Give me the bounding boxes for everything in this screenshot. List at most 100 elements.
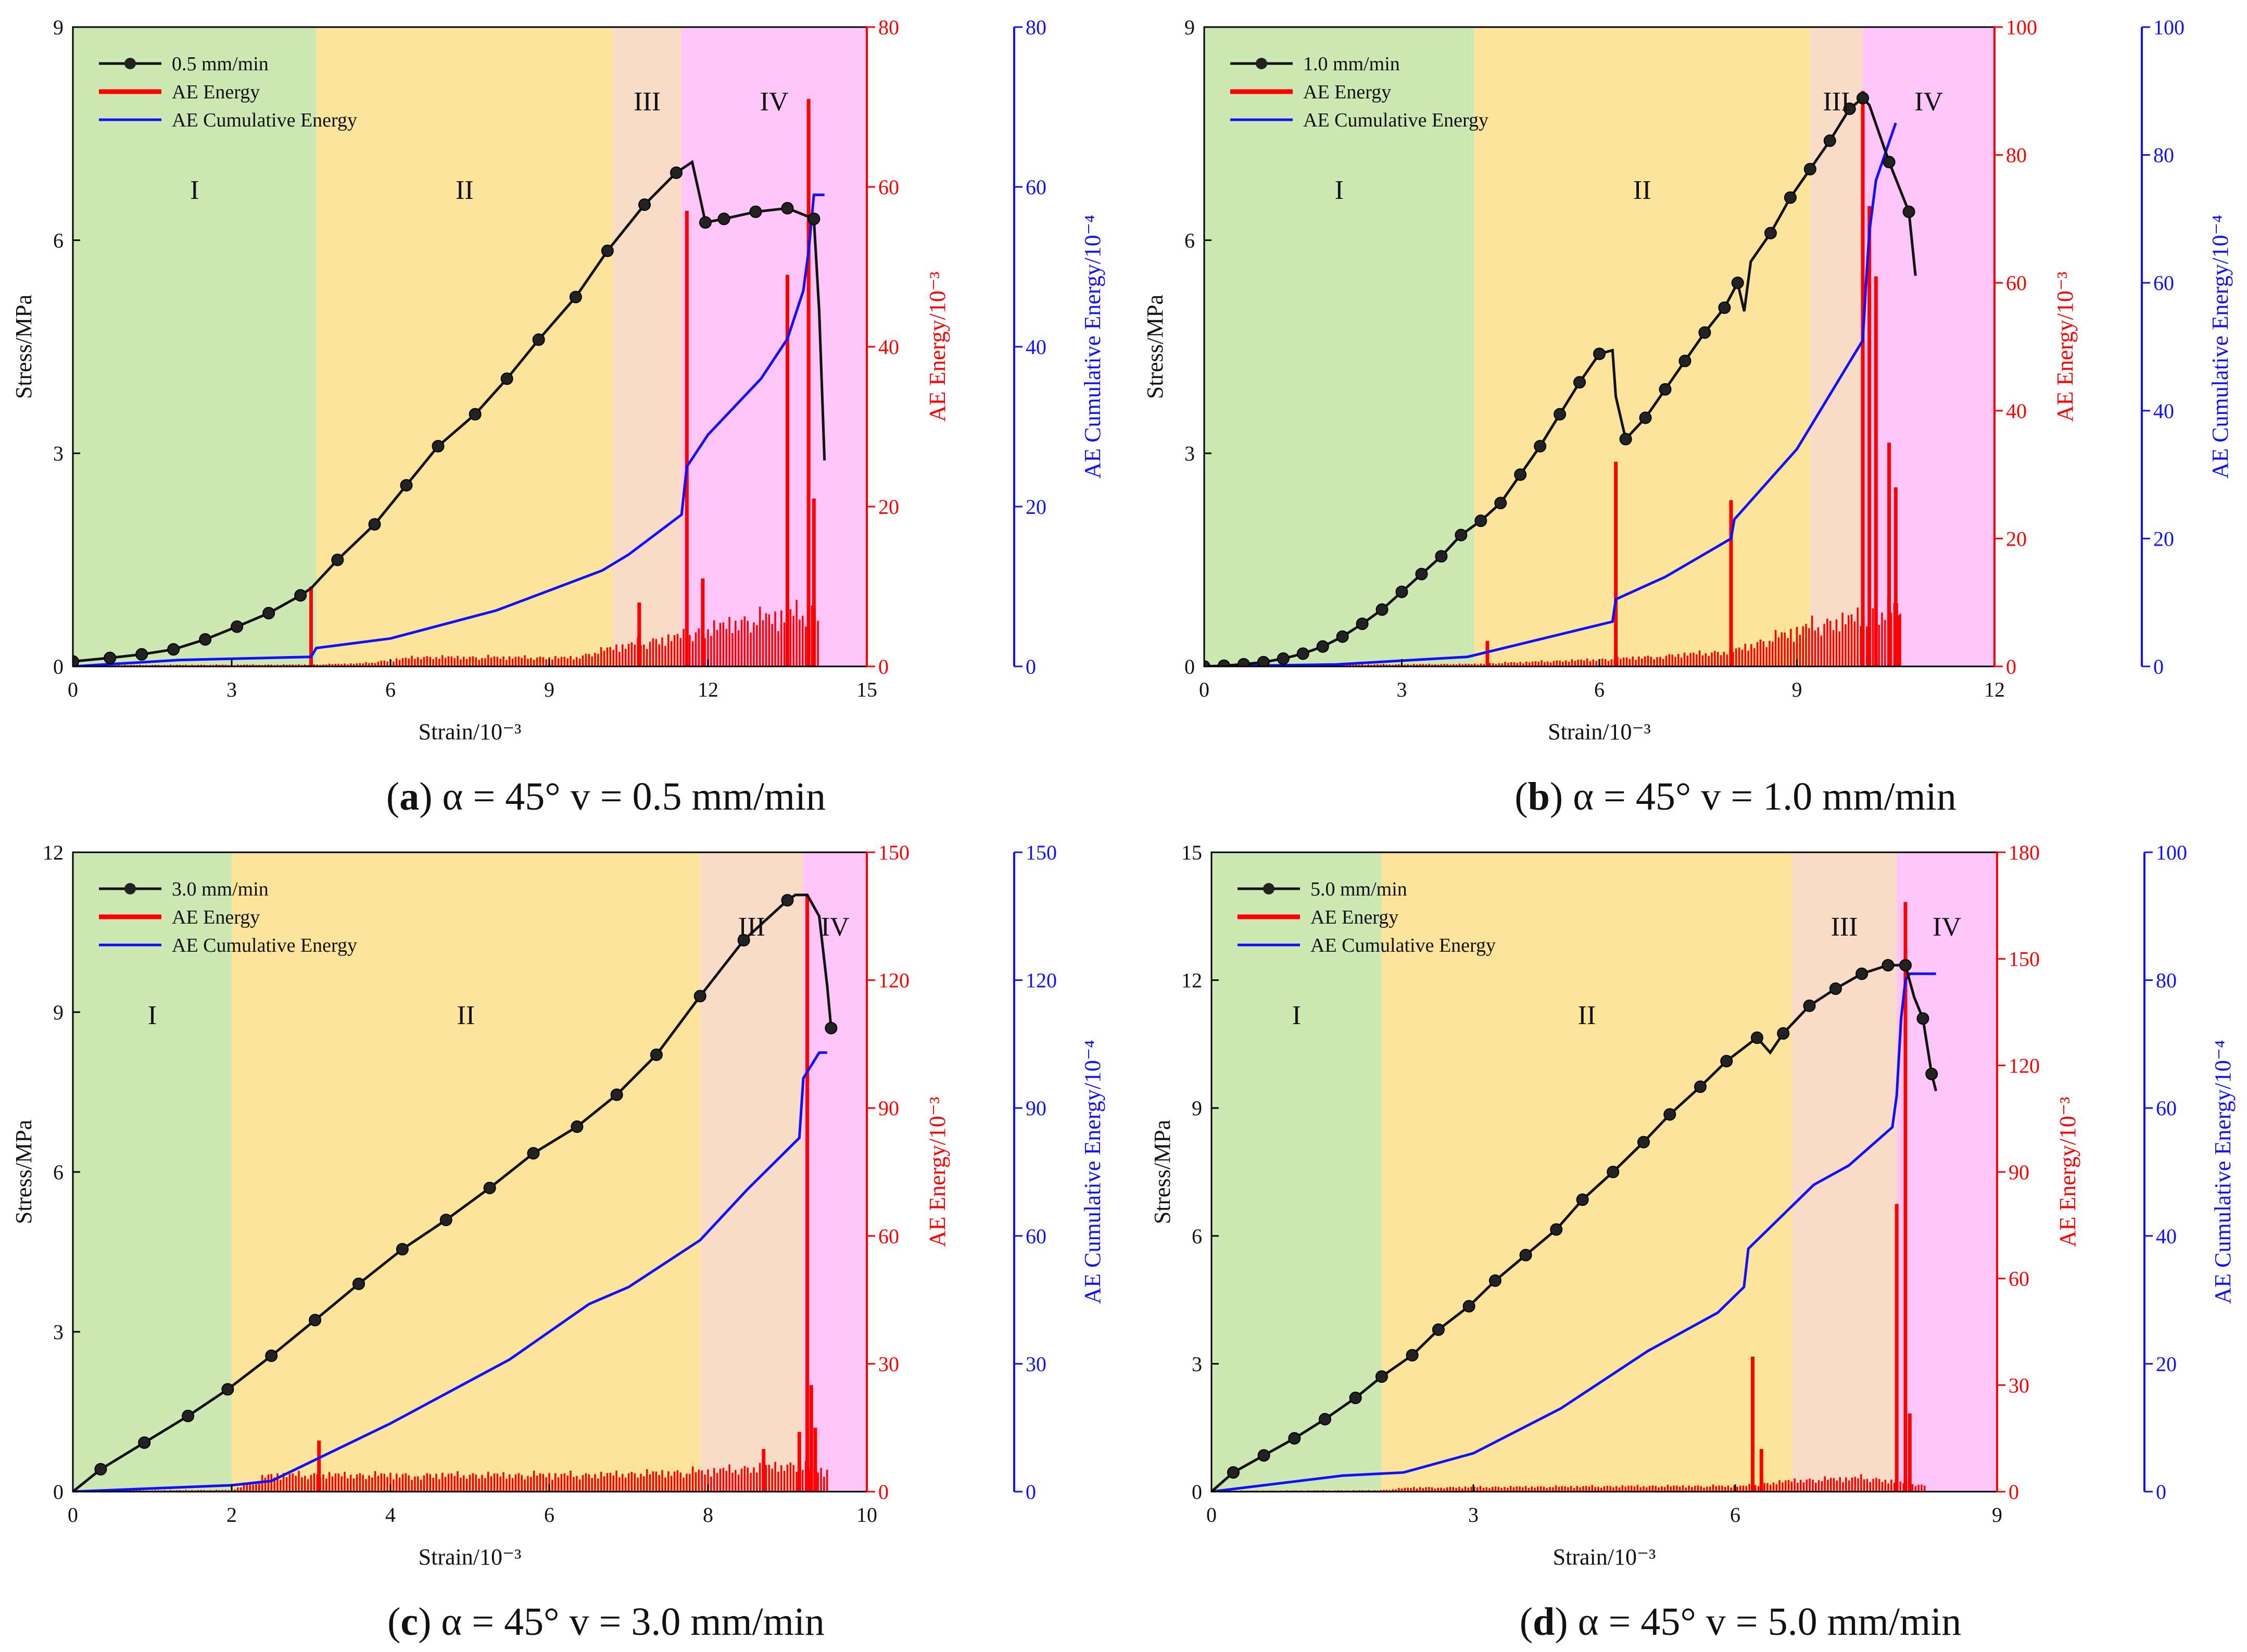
stage-label-IV: IV [760, 87, 789, 117]
stress-marker [1406, 1349, 1419, 1362]
ae-cumulative-tick-label: 20 [2153, 527, 2174, 550]
stage-label-III: III [634, 87, 661, 117]
ae-energy-tick-label: 20 [878, 495, 899, 519]
ae-cumulative-tick-label: 150 [1026, 841, 1057, 864]
x-axis-title: Strain/10⁻³ [1553, 1544, 1656, 1570]
stress-marker [104, 651, 117, 664]
y-tick-label: 12 [1181, 969, 1202, 992]
legend: 3.0 mm/min AE Energy AE Cumulative Energy [99, 878, 357, 956]
y-tick-label: 0 [1192, 1480, 1202, 1504]
stress-marker [1375, 1370, 1388, 1383]
ae-cumulative-axis-title: AE Cumulative Energy/10⁻⁴ [2210, 1040, 2236, 1304]
legend-item-stress: 5.0 mm/min [1310, 878, 1407, 900]
x-tick-label: 6 [1594, 678, 1605, 701]
ae-energy-tick-label: 60 [878, 1225, 899, 1248]
ae-energy-tick-label: 60 [2006, 271, 2027, 295]
stress-marker [1554, 408, 1567, 421]
stress-marker [693, 990, 706, 1003]
plot-area [73, 893, 838, 1492]
legend-item-ae-energy: AE Energy [1303, 81, 1391, 103]
stress-marker [1356, 617, 1369, 630]
ae-energy-tick-label: 20 [2006, 527, 2027, 550]
y-tick-label: 0 [53, 1480, 64, 1504]
caption-letter: c [400, 1600, 418, 1644]
stress-marker [610, 1088, 623, 1101]
caption-paren-open: ( [386, 775, 399, 818]
ae-energy-tick-label: 60 [2009, 1267, 2029, 1291]
stress-marker [1698, 326, 1711, 339]
stage-label-I: I [1335, 175, 1344, 205]
stage-band-III [613, 27, 682, 666]
stress-marker [1349, 1391, 1362, 1404]
x-tick-label: 12 [698, 678, 718, 701]
caption-text: α = 45° v = 5.0 mm/min [1578, 1600, 1962, 1644]
ae-energy-tick-label: 30 [878, 1352, 899, 1376]
caption-letter: b [1528, 775, 1550, 818]
ae-energy-axis-title: AE Energy/10⁻³ [2055, 1097, 2080, 1247]
stage-label-III: III [1823, 87, 1850, 117]
stress-marker [1435, 550, 1448, 563]
stress-marker [73, 655, 79, 666]
y-axis-title: Stress/MPa [1150, 1120, 1175, 1224]
stress-marker [1663, 1108, 1676, 1121]
stress-marker [1659, 383, 1672, 396]
y-tick-label: 6 [53, 1161, 64, 1184]
stress-marker [699, 216, 712, 229]
ae-cumulative-tick-label: 0 [2153, 655, 2164, 678]
stress-marker [265, 1350, 278, 1363]
x-tick-label: 3 [1397, 678, 1407, 701]
ae-energy-tick-label: 0 [878, 655, 889, 678]
ae-cumulative-tick-label: 40 [1026, 335, 1046, 359]
ae-cumulative-tick-label: 30 [1026, 1352, 1046, 1376]
ae-energy-axis-title: AE Energy/10⁻³ [925, 272, 950, 422]
stress-marker [135, 648, 148, 661]
stress-marker [439, 1214, 452, 1227]
stress-marker [1288, 1432, 1301, 1445]
stress-marker [1883, 156, 1896, 169]
x-tick-label: 0 [1199, 678, 1209, 701]
stress-marker [1375, 603, 1388, 616]
ae-energy-tick-label: 0 [878, 1480, 889, 1504]
stress-marker [294, 589, 307, 602]
plot-area [73, 99, 826, 666]
caption-paren-open: ( [387, 1600, 400, 1644]
caption-paren-close: ) [418, 1600, 441, 1644]
stress-marker [717, 212, 730, 225]
stress-marker [1474, 514, 1487, 527]
stress-marker [1843, 102, 1856, 115]
stress-marker [1227, 1466, 1240, 1479]
x-tick-label: 15 [856, 678, 877, 701]
stress-marker [469, 408, 482, 421]
stress-marker [1534, 440, 1547, 453]
stress-marker [1829, 982, 1842, 995]
legend: 1.0 mm/min AE Energy AE Cumulative Energy [1230, 53, 1488, 131]
legend-item-ae-energy: AE Energy [172, 906, 260, 928]
y-tick-label: 9 [1184, 16, 1195, 39]
ae-cumulative-tick-label: 60 [2156, 1096, 2177, 1120]
stress-marker [825, 1022, 838, 1035]
ae-cumulative-tick-label: 60 [1026, 1225, 1046, 1248]
stress-marker [352, 1277, 365, 1290]
x-tick-label: 0 [68, 678, 78, 701]
stage-band-IV [1897, 852, 1997, 1492]
legend-item-stress: 3.0 mm/min [172, 878, 269, 900]
ae-cumulative-tick-label: 80 [2153, 144, 2174, 167]
x-tick-label: 6 [544, 1503, 554, 1527]
stress-marker [1855, 967, 1869, 980]
stress-marker [1432, 1323, 1445, 1336]
stress-marker [1494, 497, 1507, 510]
stress-marker [1639, 411, 1652, 424]
stress-marker [1678, 355, 1691, 368]
y-axis-title: Stress/MPa [11, 295, 36, 399]
stress-marker [1718, 301, 1731, 314]
legend-item-ae-cumulative: AE Cumulative Energy [1310, 935, 1496, 956]
ae-energy-tick-label: 90 [878, 1096, 899, 1120]
stress-marker [781, 201, 794, 215]
y-tick-label: 3 [1184, 442, 1195, 465]
ae-energy-axis-title: AE Energy/10⁻³ [925, 1097, 950, 1247]
x-tick-label: 8 [703, 1503, 713, 1527]
stress-marker [1296, 647, 1309, 660]
stage-band-II [232, 852, 700, 1492]
